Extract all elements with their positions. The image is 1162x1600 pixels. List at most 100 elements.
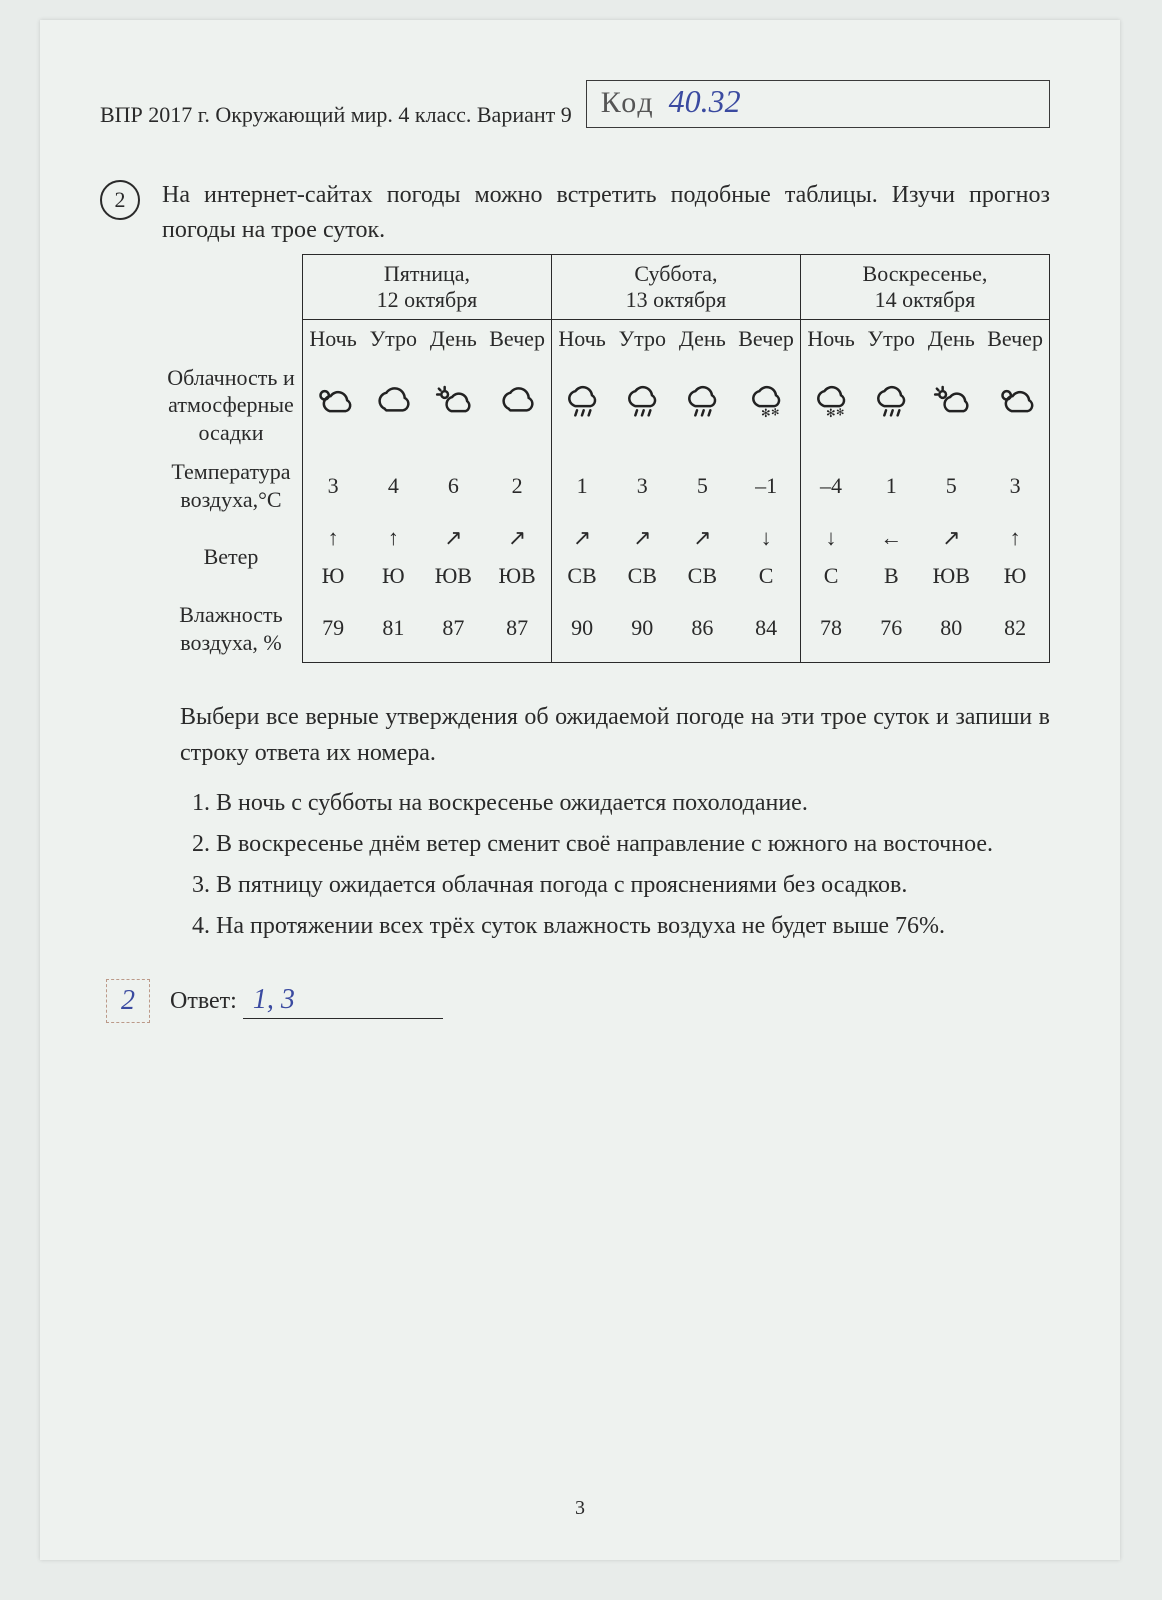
wind-arrow: ↗ — [483, 519, 551, 557]
day-header-1: Суббота, 13 октября — [551, 254, 800, 319]
humidity-cell: 82 — [981, 595, 1049, 662]
temp-cell: 3 — [612, 452, 672, 519]
day-header-2: Воскресенье, 14 октября — [800, 254, 1049, 319]
wind-dir: В — [861, 557, 921, 595]
temp-cell: 5 — [921, 452, 981, 519]
answer-value: 1, 3 — [253, 984, 295, 1015]
cloud-icon — [612, 358, 672, 453]
instruction-text: Выбери все верные утверждения об ожидаем… — [180, 699, 1050, 771]
wind-dir: С — [800, 557, 861, 595]
temp-cell: 1 — [551, 452, 612, 519]
cloud-icon — [921, 358, 981, 453]
question-prompt: На интернет-сайтах погоды можно встретит… — [162, 178, 1050, 248]
humidity-cell: 80 — [921, 595, 981, 662]
temp-cell: –4 — [800, 452, 861, 519]
wind-arrow: ↗ — [672, 519, 732, 557]
humidity-cell: 78 — [800, 595, 861, 662]
cloud-icon — [981, 358, 1049, 453]
wind-arrow: ↗ — [612, 519, 672, 557]
temp-cell: 2 — [483, 452, 551, 519]
tod-header: Утро — [861, 319, 921, 358]
temp-cell: 6 — [423, 452, 483, 519]
temp-cell: 3 — [302, 452, 363, 519]
wind-dir: ЮВ — [483, 557, 551, 595]
cloud-icon — [483, 358, 551, 453]
wind-arrow: ↑ — [363, 519, 423, 557]
cloud-icon — [423, 358, 483, 453]
wind-dir: Ю — [981, 557, 1049, 595]
tod-header: Вечер — [981, 319, 1049, 358]
option-4: На протяжении всех трёх суток влажность … — [216, 908, 1050, 945]
wind-dir: СВ — [612, 557, 672, 595]
score-value: 2 — [121, 985, 135, 1017]
svg-text:✻: ✻ — [761, 407, 771, 419]
wind-arrow: ↗ — [921, 519, 981, 557]
svg-text:✻: ✻ — [836, 407, 844, 418]
humidity-cell: 87 — [483, 595, 551, 662]
tod-header: Ночь — [800, 319, 861, 358]
wind-arrow: ← — [861, 519, 921, 557]
wind-arrow: ↑ — [981, 519, 1049, 557]
header-source: ВПР 2017 г. Окружающий мир. 4 класс. Вар… — [100, 102, 572, 128]
wind-arrow: ↓ — [732, 519, 800, 557]
row-label-temp: Температура воздуха,°С — [160, 452, 302, 519]
row-label-wind: Ветер — [160, 519, 302, 595]
code-box: Код 40.32 — [586, 80, 1050, 128]
humidity-cell: 90 — [612, 595, 672, 662]
tod-header: День — [921, 319, 981, 358]
humidity-cell: 87 — [423, 595, 483, 662]
tod-header: Ночь — [302, 319, 363, 358]
humidity-cell: 90 — [551, 595, 612, 662]
humidity-cell: 79 — [302, 595, 363, 662]
tod-header: Вечер — [483, 319, 551, 358]
svg-text:✻: ✻ — [771, 407, 779, 418]
wind-dir: СВ — [551, 557, 612, 595]
row-label-humid: Влажность воздуха, % — [160, 595, 302, 662]
temp-cell: –1 — [732, 452, 800, 519]
code-value: 40.32 — [669, 83, 741, 120]
wind-arrow: ↗ — [551, 519, 612, 557]
humidity-cell: 86 — [672, 595, 732, 662]
cloud-icon — [672, 358, 732, 453]
humidity-cell: 81 — [363, 595, 423, 662]
tod-header: Утро — [612, 319, 672, 358]
forecast-table: Пятница, 12 октября Суббота, 13 октября … — [160, 254, 1050, 663]
option-3: В пятницу ожидается облачная погода с пр… — [216, 867, 1050, 904]
cloud-icon — [363, 358, 423, 453]
cloud-icon: ✻✻ — [732, 358, 800, 453]
cloud-icon — [302, 358, 363, 453]
wind-dir: С — [732, 557, 800, 595]
tod-header: Вечер — [732, 319, 800, 358]
wind-dir: СВ — [672, 557, 732, 595]
temp-cell: 4 — [363, 452, 423, 519]
temp-cell: 1 — [861, 452, 921, 519]
wind-dir: Ю — [363, 557, 423, 595]
temp-cell: 3 — [981, 452, 1049, 519]
wind-dir: Ю — [302, 557, 363, 595]
options-list: В ночь с субботы на воскресенье ожидаетс… — [180, 785, 1050, 946]
page-number: 3 — [40, 1497, 1120, 1520]
answer-label: Ответ: 1, 3 — [170, 984, 443, 1019]
wind-dir: ЮВ — [921, 557, 981, 595]
option-1: В ночь с субботы на воскресенье ожидаетс… — [216, 785, 1050, 822]
wind-arrow: ↗ — [423, 519, 483, 557]
code-label: Код — [601, 86, 655, 120]
option-2: В воскресенье днём ветер сменит своё нап… — [216, 826, 1050, 863]
cloud-icon — [551, 358, 612, 453]
question-number: 2 — [100, 180, 140, 220]
cloud-icon: ✻✻ — [800, 358, 861, 453]
cloud-icon — [861, 358, 921, 453]
day-header-0: Пятница, 12 октября — [302, 254, 551, 319]
tod-header: Ночь — [551, 319, 612, 358]
humidity-cell: 84 — [732, 595, 800, 662]
svg-text:✻: ✻ — [826, 407, 836, 419]
humidity-cell: 76 — [861, 595, 921, 662]
score-box: 2 — [106, 979, 150, 1023]
tod-header: День — [423, 319, 483, 358]
wind-arrow: ↓ — [800, 519, 861, 557]
tod-header: Утро — [363, 319, 423, 358]
wind-arrow: ↑ — [302, 519, 363, 557]
temp-cell: 5 — [672, 452, 732, 519]
wind-dir: ЮВ — [423, 557, 483, 595]
row-label-clouds: Облачность и атмосферные осадки — [160, 358, 302, 453]
